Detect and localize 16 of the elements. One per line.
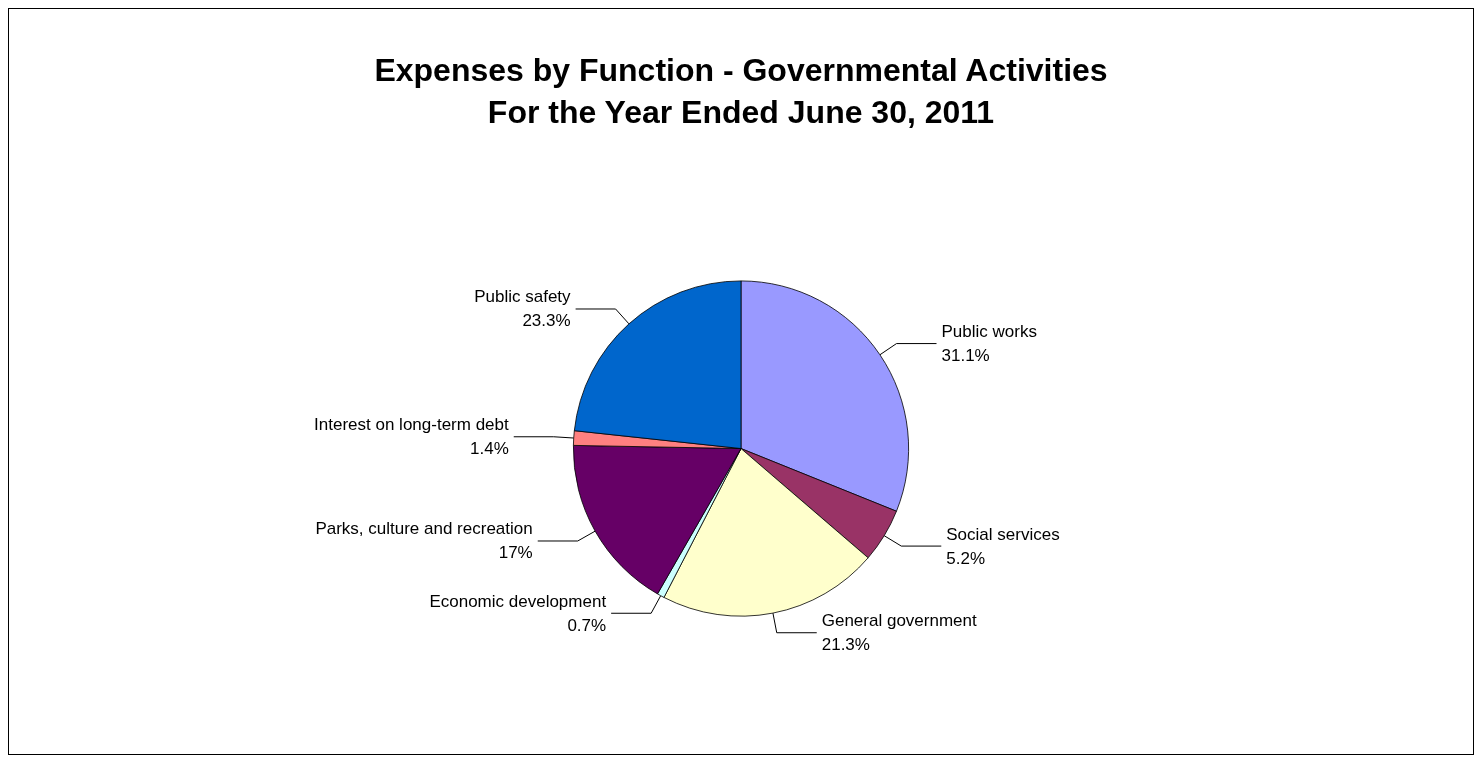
data-label: 0.7% bbox=[567, 615, 607, 635]
slice-label: Parks, culture and recreation bbox=[315, 519, 533, 539]
data-label: 5.2% bbox=[946, 548, 986, 568]
data-label: 17% bbox=[498, 543, 533, 563]
data-label: 31.1% bbox=[941, 346, 990, 366]
slice-label: Public works bbox=[941, 322, 1037, 342]
slice-label: General government bbox=[821, 611, 977, 631]
chart-title: Expenses by Function - Governmental Activities bbox=[374, 52, 1108, 88]
slice-label: Public safety bbox=[474, 287, 572, 307]
data-label: 21.3% bbox=[821, 635, 870, 655]
chart-subtitle: For the Year Ended June 30, 2011 bbox=[487, 94, 995, 130]
slice-label: Social services bbox=[946, 524, 1060, 544]
data-label: 23.3% bbox=[522, 311, 571, 331]
slice-label: Economic development bbox=[429, 591, 607, 611]
slice-label: Interest on long-term debt bbox=[314, 415, 510, 435]
data-label: 1.4% bbox=[470, 439, 509, 459]
